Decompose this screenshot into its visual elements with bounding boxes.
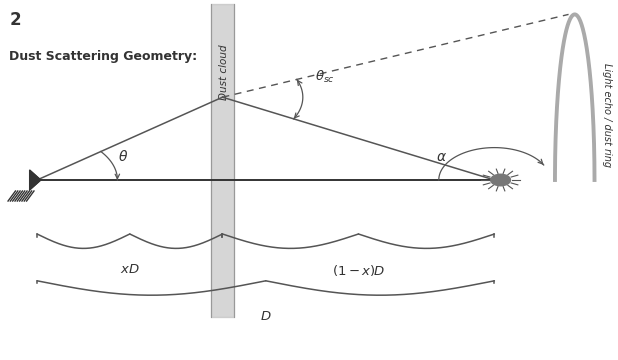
- Text: Dust Scattering Geometry:: Dust Scattering Geometry:: [9, 50, 197, 63]
- Text: $\alpha$: $\alpha$: [436, 150, 447, 163]
- Text: Dust cloud: Dust cloud: [219, 44, 229, 100]
- Polygon shape: [30, 170, 41, 190]
- Bar: [211, 4, 234, 317]
- Text: $D$: $D$: [260, 310, 271, 323]
- Text: 2: 2: [9, 11, 21, 29]
- Text: Light echo / dust ring: Light echo / dust ring: [602, 63, 612, 167]
- Text: $\theta_{sc}$: $\theta_{sc}$: [315, 69, 334, 85]
- Circle shape: [491, 174, 510, 186]
- Text: $(1-x)D$: $(1-x)D$: [332, 263, 385, 278]
- Text: $\theta$: $\theta$: [119, 149, 129, 164]
- Text: $xD$: $xD$: [120, 263, 140, 276]
